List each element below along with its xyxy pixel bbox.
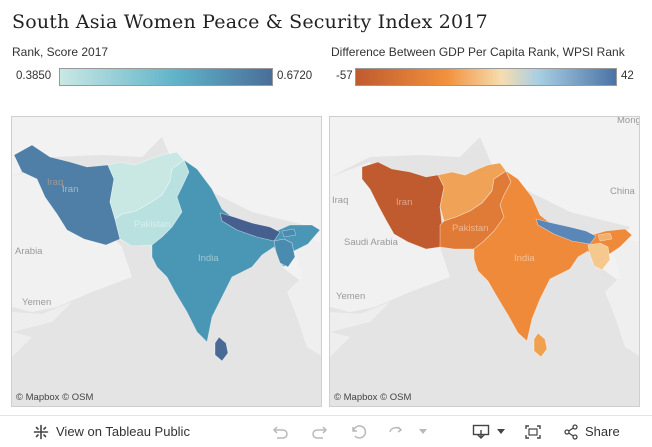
download-icon [472,424,490,440]
share-label: Share [585,424,620,439]
refresh-icon [387,424,405,440]
fullscreen-icon [524,424,542,440]
country-sri-lanka[interactable] [214,336,229,362]
place-label: India [514,253,535,264]
chevron-down-icon [497,428,505,435]
tableau-toolbar: View on Tableau Public [0,415,652,447]
country-bhutan[interactable] [597,232,613,242]
difference-map[interactable]: Iraq Iran Saudi Arabia Yemen China India… [329,116,640,407]
country-nepal[interactable] [535,218,597,245]
score-legend-max: 0.6720 [277,70,313,82]
place-label: Saudi Arabia [344,237,399,248]
score-map[interactable]: Iraq Iran Arabia Yemen Pakistan India © … [11,116,322,407]
place-label: India [198,253,219,264]
refresh-button[interactable] [387,416,427,447]
diff-color-ramp [355,68,617,86]
place-label: Pakistan [134,219,170,230]
place-label: Yemen [336,291,365,302]
land-horn [12,332,32,357]
place-label: Iran [396,197,412,208]
revert-icon [350,424,368,440]
land-north-east [470,117,639,282]
place-label: Iran [62,184,78,195]
redo-button[interactable] [311,416,329,447]
chevron-down-icon [419,428,427,435]
land-north [12,117,162,177]
country-nepal[interactable] [219,212,281,242]
redo-icon [311,424,329,440]
map-attribution[interactable]: © Mapbox © OSM [16,392,94,403]
score-map-svg: Iraq Iran Arabia Yemen Pakistan India [12,117,321,406]
diff-legend-min: -57 [336,70,353,82]
country-bangladesh[interactable] [273,238,296,268]
land-southeast-asia [287,237,321,356]
land-yemen [12,302,72,332]
land-yemen [330,302,390,332]
land-north [330,117,480,177]
country-sri-lanka[interactable] [533,332,548,358]
dashboard-title: South Asia Women Peace & Security Index … [12,11,488,33]
view-on-tableau-public-link[interactable]: View on Tableau Public [33,416,190,447]
place-label: Iraq [332,195,348,206]
diff-legend-max: 42 [621,70,634,82]
score-legend-label: Rank, Score 2017 [12,45,109,59]
tableau-logo-icon [33,424,49,440]
view-on-tableau-label: View on Tableau Public [56,424,190,439]
score-legend-min: 0.3850 [16,70,52,82]
share-button[interactable]: Share [563,416,620,447]
country-bhutan[interactable] [281,228,297,238]
land-southeast-asia [605,237,639,356]
place-label: Arabia [15,246,43,257]
land-arabia [12,162,132,312]
map-attribution[interactable]: © Mapbox © OSM [334,392,412,403]
land-horn [330,332,350,357]
diff-legend-label: Difference Between GDP Per Capita Rank, … [331,45,625,59]
land-north-east [152,117,321,282]
fullscreen-button[interactable] [524,416,542,447]
place-label: China [610,186,636,197]
place-label: Pakistan [452,223,488,234]
undo-button[interactable] [271,416,289,447]
share-icon [563,423,579,440]
undo-icon [271,424,289,440]
country-bangladesh[interactable] [587,242,611,271]
place-label: Iraq [47,177,63,188]
place-label: Mongo [617,117,640,126]
score-color-ramp [59,68,273,86]
land-arabia [330,162,450,312]
difference-map-svg: Iraq Iran Saudi Arabia Yemen China India… [330,117,640,406]
revert-button[interactable] [350,416,368,447]
place-label: Yemen [22,297,51,308]
download-button[interactable] [472,416,505,447]
